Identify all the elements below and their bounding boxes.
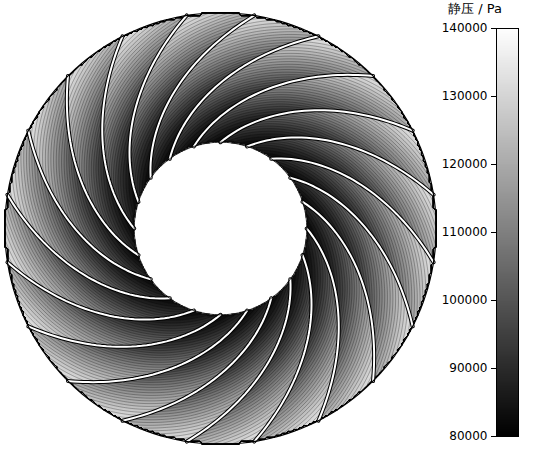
svg-text:120000: 120000 — [442, 157, 488, 171]
svg-text:90000: 90000 — [449, 361, 487, 375]
svg-text:130000: 130000 — [442, 89, 488, 103]
svg-text:80000: 80000 — [449, 429, 487, 443]
svg-text:100000: 100000 — [442, 293, 488, 307]
svg-text:110000: 110000 — [442, 225, 488, 239]
html-text:静压 / Pa: 静压 / Pa — [448, 1, 502, 16]
svg-text:140000: 140000 — [442, 21, 488, 35]
